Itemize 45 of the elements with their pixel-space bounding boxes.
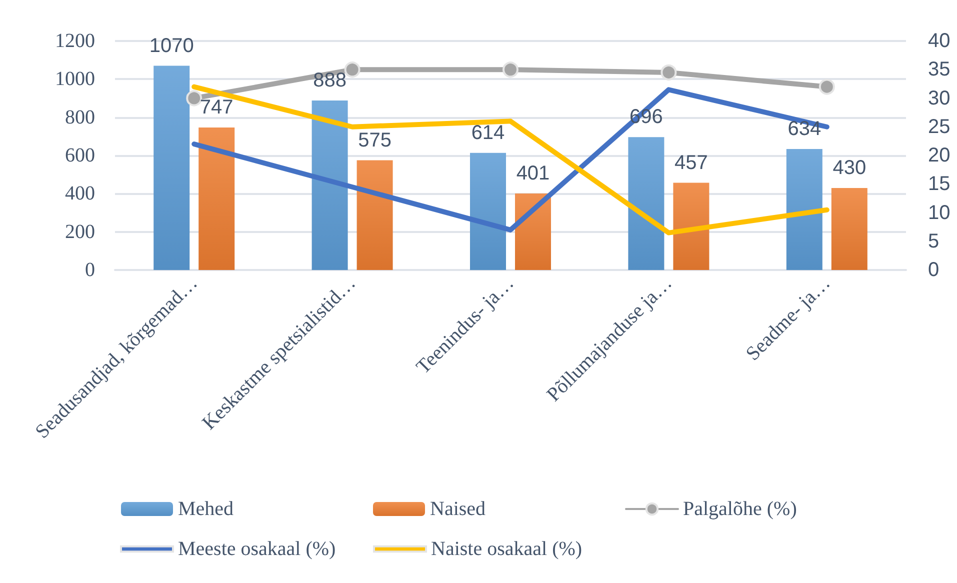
y-tick-label: 400 bbox=[65, 182, 95, 205]
bar bbox=[312, 100, 348, 270]
bar bbox=[628, 137, 664, 270]
data-label: 457 bbox=[674, 152, 708, 174]
data-label: 1070 bbox=[149, 34, 194, 57]
y2-tick-label: 15 bbox=[928, 173, 950, 196]
y2-tick-label: 20 bbox=[928, 144, 950, 166]
y2-tick-label: 5 bbox=[928, 230, 940, 252]
y-tick-label: 200 bbox=[65, 220, 95, 243]
y2-tick-label: 30 bbox=[928, 87, 950, 110]
data-label: 888 bbox=[313, 70, 346, 92]
y2-tick-label: 40 bbox=[928, 30, 950, 52]
y2-tick-label: 35 bbox=[928, 58, 950, 81]
data-label: 614 bbox=[471, 122, 505, 144]
legend-label: Naiste osakaal (%) bbox=[431, 538, 582, 560]
y-tick-label: 1200 bbox=[55, 30, 95, 52]
bar bbox=[786, 149, 822, 270]
bar bbox=[154, 66, 190, 270]
point bbox=[502, 62, 518, 78]
legend-label: Palgalõhe (%) bbox=[683, 498, 797, 520]
data-label: 634 bbox=[788, 118, 822, 140]
point bbox=[818, 78, 835, 95]
bar bbox=[673, 182, 710, 270]
bar bbox=[470, 152, 506, 270]
legend-label: Mehed bbox=[178, 498, 234, 520]
bar bbox=[515, 193, 551, 270]
y2-tick-label: 25 bbox=[928, 116, 950, 138]
bar bbox=[198, 127, 235, 270]
y-tick-label: 0 bbox=[85, 259, 95, 281]
data-label: 430 bbox=[832, 156, 866, 179]
y-tick-label: 800 bbox=[65, 106, 95, 128]
legend-label: Naised bbox=[430, 498, 486, 520]
y2-tick-label: 10 bbox=[928, 202, 950, 224]
bar bbox=[356, 160, 393, 270]
y2-tick-label: 0 bbox=[928, 259, 940, 281]
data-label: 747 bbox=[200, 96, 234, 118]
point bbox=[344, 62, 360, 78]
bar bbox=[831, 188, 868, 270]
data-label: 401 bbox=[516, 162, 550, 184]
y-tick-label: 600 bbox=[65, 144, 95, 166]
y-tick-label: 1000 bbox=[55, 68, 95, 90]
legend-label: Meeste osakaal (%) bbox=[178, 538, 336, 560]
point bbox=[186, 90, 202, 106]
point bbox=[660, 64, 677, 80]
data-label: 575 bbox=[358, 129, 392, 152]
